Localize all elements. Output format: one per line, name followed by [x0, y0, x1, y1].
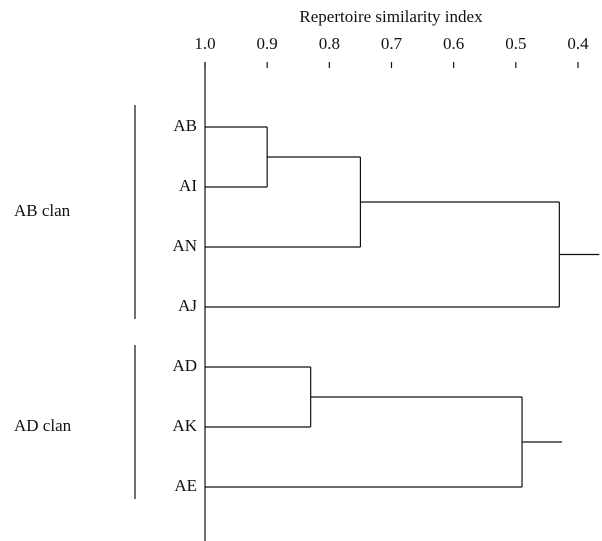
- leaf-label: AK: [172, 416, 197, 435]
- leaf-label: AD: [172, 356, 197, 375]
- x-tick-label: 0.7: [381, 34, 403, 53]
- x-tick-label: 0.4: [567, 34, 589, 53]
- x-tick-label: 0.8: [319, 34, 340, 53]
- clan-label: AD clan: [14, 416, 72, 435]
- x-tick-label: 0.9: [257, 34, 278, 53]
- leaf-label: AJ: [178, 296, 197, 315]
- x-tick-label: 0.6: [443, 34, 464, 53]
- x-tick-label: 0.5: [505, 34, 526, 53]
- leaf-label: AI: [179, 176, 197, 195]
- x-tick-label: 1.0: [194, 34, 215, 53]
- clan-label: AB clan: [14, 201, 71, 220]
- leaf-label: AN: [172, 236, 197, 255]
- leaf-label: AE: [174, 476, 197, 495]
- leaf-label: AB: [173, 116, 197, 135]
- axis-title: Repertoire similarity index: [299, 7, 483, 26]
